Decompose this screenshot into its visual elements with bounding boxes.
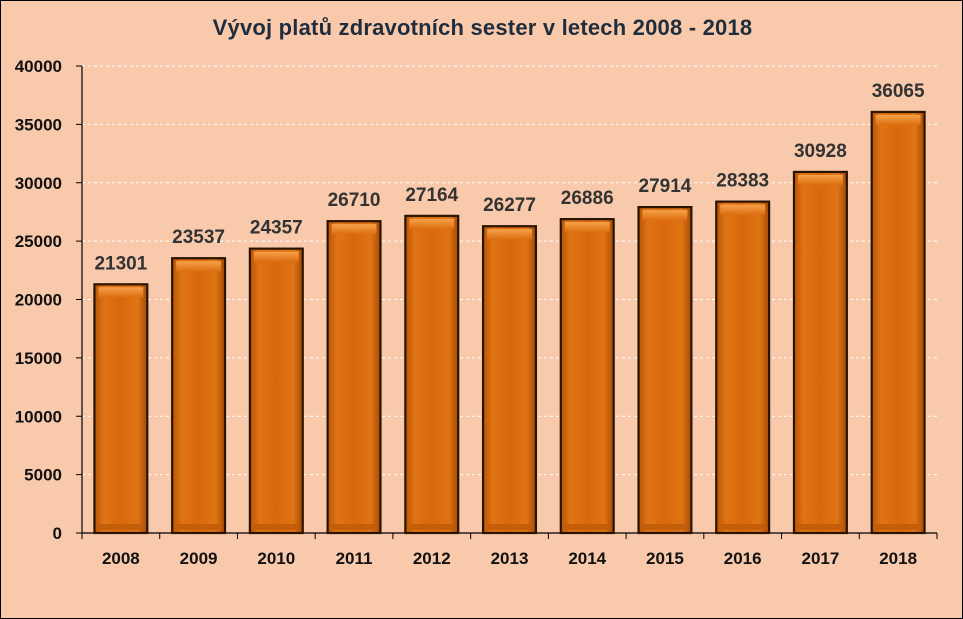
bar-cap <box>331 224 377 235</box>
x-tick-label: 2009 <box>180 549 218 568</box>
data-label: 26886 <box>561 188 614 209</box>
y-tick-label: 10000 <box>15 407 62 426</box>
bar-base <box>642 524 688 530</box>
bar <box>404 214 460 535</box>
bar-cap <box>409 218 455 229</box>
y-tick-labels: 0 5000 10000 15000 20000 25000 30000 35000 40000 <box>15 57 62 543</box>
bar-body <box>792 170 848 535</box>
bar-cap <box>253 251 299 262</box>
bar-base <box>331 524 377 530</box>
y-tick-label: 40000 <box>15 57 62 76</box>
bar <box>715 200 771 535</box>
x-tick-label: 2018 <box>879 549 917 568</box>
bar-base <box>797 524 843 530</box>
bar <box>93 283 149 535</box>
bar-base <box>409 524 455 530</box>
bar-base <box>176 524 222 530</box>
y-tick-label: 15000 <box>15 349 62 368</box>
y-tick-label: 5000 <box>24 466 62 485</box>
bar-body <box>870 110 926 535</box>
bar-base <box>875 524 921 530</box>
bar-base <box>253 524 299 530</box>
bar-body <box>481 225 538 535</box>
bar-body <box>248 247 304 535</box>
y-tick-label: 35000 <box>15 115 62 134</box>
bar-cap <box>720 204 766 215</box>
data-label: 23537 <box>172 227 225 248</box>
bar-base <box>564 524 610 530</box>
bar <box>171 257 227 535</box>
bar-body <box>559 218 615 535</box>
bar-cap <box>564 222 610 233</box>
bar-body <box>93 283 149 535</box>
y-tick-label: 20000 <box>15 291 62 310</box>
x-tick-label: 2016 <box>724 549 762 568</box>
bar-body <box>715 200 771 535</box>
data-label: 26710 <box>328 190 381 211</box>
x-tick-label: 2017 <box>801 549 839 568</box>
data-label: 27164 <box>405 185 458 206</box>
bar <box>248 247 304 535</box>
bar-cap <box>176 261 222 272</box>
bar-base <box>487 524 532 530</box>
x-tick-label: 2008 <box>102 549 140 568</box>
bar-cap <box>797 174 843 185</box>
y-tick-label: 30000 <box>15 174 62 193</box>
x-tick-label: 2014 <box>568 549 606 568</box>
y-tick-label: 0 <box>53 524 62 543</box>
bar-cap <box>642 210 688 221</box>
bar <box>870 110 926 535</box>
x-tick-label: 2012 <box>413 549 451 568</box>
data-labels: 21301 23537 24357 26710 27164 26277 26886 27914… <box>94 81 925 274</box>
bar <box>637 206 693 535</box>
x-tick-labels: 2008 2009 2010 2011 2012 2013 2014 2015 2016 2017… <box>102 549 917 568</box>
data-label: 26277 <box>483 195 536 216</box>
x-tick-label: 2013 <box>491 549 529 568</box>
bar-cap <box>875 114 921 125</box>
data-label: 36065 <box>872 81 925 102</box>
x-tick-label: 2011 <box>336 549 373 568</box>
bar-body <box>171 257 227 535</box>
x-tick-label: 2010 <box>257 549 295 568</box>
bar <box>481 225 538 535</box>
bar <box>326 220 382 535</box>
bar-body <box>326 220 382 535</box>
bar-base <box>98 524 144 530</box>
bar-cap <box>98 287 144 298</box>
bar-body <box>404 214 460 535</box>
bar-body <box>637 206 693 535</box>
data-label: 24357 <box>250 218 303 239</box>
chart-title: Vývoj platů zdravotních sester v letech … <box>212 15 753 40</box>
data-label: 27914 <box>639 176 692 197</box>
bar-base <box>720 524 766 530</box>
data-label: 30928 <box>794 141 847 162</box>
x-tick-label: 2015 <box>646 549 684 568</box>
bar <box>792 170 848 535</box>
data-label: 28383 <box>716 171 769 192</box>
bar-cap <box>487 229 532 240</box>
data-label: 21301 <box>94 253 147 274</box>
bars <box>93 110 926 535</box>
y-tick-label: 25000 <box>15 232 62 251</box>
bar <box>559 218 615 535</box>
